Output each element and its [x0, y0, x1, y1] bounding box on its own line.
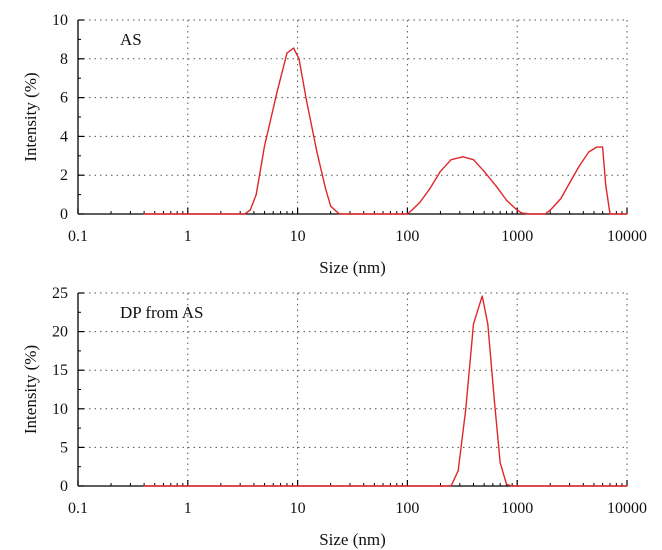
data-point: [472, 323, 475, 325]
data-point: [516, 485, 518, 487]
data-point: [465, 408, 467, 410]
data-point: [609, 213, 611, 215]
data-point: [255, 194, 257, 196]
panel-label: DP from AS: [120, 303, 203, 322]
data-point: [505, 199, 508, 202]
data-point: [263, 145, 266, 147]
data-point: [481, 295, 483, 297]
x-axis-title: Size (nm): [319, 258, 386, 277]
data-point: [487, 323, 489, 325]
y-tick-label: 10: [52, 401, 68, 418]
chart-panel-1: 0.1 1 10 100 1000 10000 0 2 4 6 8 10 Size (nm) Intens…: [21, 12, 647, 277]
data-point: [276, 91, 278, 93]
data-point: [297, 485, 299, 487]
data-point: [539, 213, 541, 215]
chart-panel-2: 0.1 1 10 100 1000 10000 0 5 10 15 20 25 Size (nm) Int…: [21, 285, 647, 549]
data-point: [419, 201, 421, 203]
data-point: [373, 213, 375, 215]
data-point: [450, 159, 452, 161]
x-tick-label: 1000: [501, 228, 533, 245]
data-point: [187, 213, 189, 215]
x-tick-label: 10: [290, 500, 306, 517]
x-tick-label: 0.1: [68, 500, 88, 517]
data-point: [457, 469, 459, 472]
data-point: [220, 213, 222, 215]
y-axis-title: Intensity (%): [21, 72, 40, 161]
data-point: [305, 98, 307, 101]
y-tick-label: 8: [60, 51, 68, 68]
data-point: [626, 213, 628, 215]
data-point: [338, 213, 340, 215]
data-point: [462, 156, 464, 158]
data-point: [293, 47, 295, 49]
y-axis-title: Intensity (%): [21, 345, 40, 434]
data-point: [406, 213, 408, 215]
data-point: [496, 186, 498, 188]
data-point: [499, 462, 501, 464]
data-point: [249, 209, 251, 211]
x-tick-label: 0.1: [68, 228, 88, 245]
data-point: [450, 485, 452, 487]
x-tick-label: 10000: [607, 228, 647, 245]
x-tick-label: 10000: [607, 500, 647, 517]
data-point: [511, 485, 513, 487]
data-point: [349, 213, 351, 215]
data-point: [406, 485, 408, 487]
data-point: [529, 213, 531, 215]
y-tick-label: 0: [60, 206, 68, 223]
y-tick-label: 5: [60, 439, 68, 456]
y-tick-label: 15: [52, 362, 68, 379]
data-point: [544, 213, 546, 215]
x-tick-label: 100: [395, 228, 419, 245]
data-point: [483, 170, 485, 172]
panel-label: AS: [120, 30, 142, 49]
data-point: [439, 170, 442, 172]
data-point: [560, 197, 562, 200]
series-line: [144, 295, 627, 487]
data-point: [626, 485, 628, 487]
data-point: [298, 58, 300, 60]
data-point: [143, 213, 145, 215]
x-tick-label: 1: [184, 228, 192, 245]
data-point: [588, 151, 590, 153]
data-point: [549, 209, 551, 211]
data-point: [187, 485, 189, 487]
x-tick-label: 10: [290, 228, 306, 245]
data-point: [602, 146, 604, 148]
data-point: [330, 205, 332, 207]
data-point: [472, 159, 475, 161]
data-point: [568, 182, 571, 184]
data-point: [596, 146, 598, 148]
data-point: [244, 213, 246, 215]
data-point: [325, 188, 327, 190]
data-point: [493, 400, 496, 402]
x-tick-label: 1: [184, 500, 192, 517]
y-tick-label: 2: [60, 167, 68, 184]
y-tick-label: 4: [60, 128, 68, 145]
data-point: [505, 483, 508, 486]
data-point: [396, 213, 398, 215]
data-point: [429, 188, 431, 190]
data-point: [286, 52, 288, 54]
data-point: [605, 184, 607, 186]
y-tick-label: 20: [52, 324, 68, 341]
data-point: [578, 164, 581, 167]
data-point: [143, 485, 145, 487]
data-point: [316, 151, 318, 153]
data-point: [521, 212, 523, 214]
y-tick-label: 25: [52, 285, 68, 302]
series-line: [144, 47, 627, 215]
y-tick-label: 0: [60, 478, 68, 495]
x-tick-label: 1000: [501, 500, 533, 517]
x-axis-title: Size (nm): [319, 530, 386, 549]
y-tick-label: 10: [52, 12, 68, 29]
data-point: [516, 209, 518, 211]
x-tick-label: 100: [395, 500, 419, 517]
data-point: [411, 209, 413, 211]
y-tick-label: 6: [60, 90, 68, 107]
